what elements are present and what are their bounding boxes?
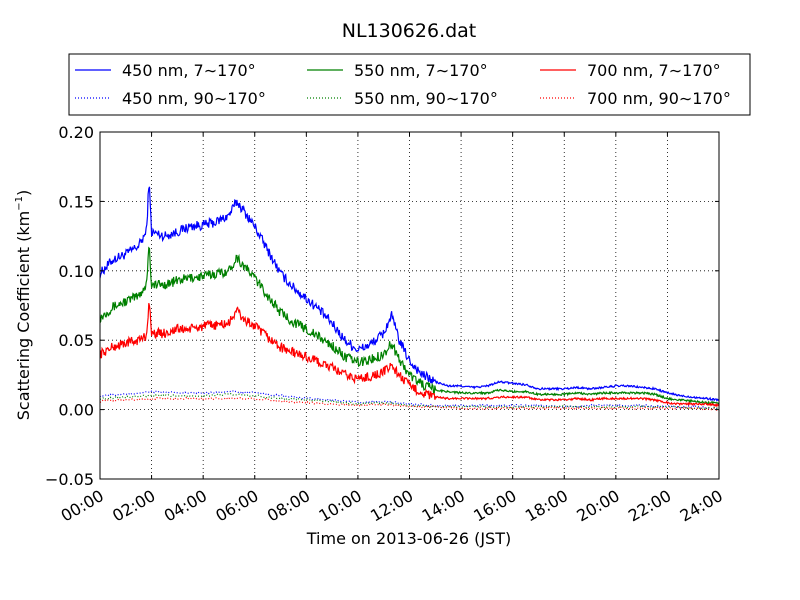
y-tick-label: 0.05 — [58, 331, 94, 350]
x-tick-label: 06:00 — [212, 486, 261, 526]
legend-label: 700 nm, 7∼170° — [587, 61, 721, 80]
y-axis-label-text: Scattering Coefficient (km — [14, 211, 33, 421]
legend-label: 700 nm, 90∼170° — [587, 89, 731, 108]
y-tick-label: 0.00 — [58, 401, 94, 420]
series-line — [100, 390, 719, 410]
x-tick-label: 10:00 — [315, 486, 364, 526]
x-tick-label: 02:00 — [109, 486, 158, 526]
x-tick-label: 24:00 — [677, 486, 726, 526]
plot-area: 00:00 02:00 04:00 06:00 08:00 10:00 12:00 14:00… — [45, 123, 726, 526]
y-axis-label: Scattering Coefficient (km−1) — [14, 190, 33, 421]
x-axis-label: Time on 2013-06-26 (JST) — [306, 529, 511, 548]
series-line — [100, 186, 719, 402]
y-axis-label-close: ) — [14, 190, 33, 196]
y-tick-label: 0.10 — [58, 262, 94, 281]
legend-label: 550 nm, 90∼170° — [354, 89, 498, 108]
x-tick-label: 00:00 — [58, 486, 107, 526]
series-line — [100, 396, 719, 411]
plot-background — [100, 132, 719, 479]
x-tick-label: 14:00 — [419, 486, 468, 526]
x-tick-label: 20:00 — [573, 486, 622, 526]
x-tick-label: 04:00 — [161, 486, 210, 526]
y-tick-label: −0.05 — [45, 470, 94, 489]
legend: 450 nm, 7∼170° 550 nm, 7∼170° 700 nm, 7∼17… — [68, 53, 751, 116]
series-lines — [100, 186, 719, 411]
series-line — [100, 302, 719, 408]
x-tick-label: 22:00 — [625, 486, 674, 526]
legend-label: 450 nm, 7∼170° — [122, 61, 256, 80]
x-tick-label: 08:00 — [264, 486, 313, 526]
y-axis-label-sup: −1 — [14, 196, 25, 211]
legend-box — [68, 53, 751, 116]
x-tick-label: 16:00 — [470, 486, 519, 526]
series-line — [100, 246, 719, 405]
series-line — [100, 392, 719, 411]
chart-title: NL130626.dat — [342, 20, 477, 42]
x-tick-label: 18:00 — [522, 486, 571, 526]
legend-label: 450 nm, 90∼170° — [122, 89, 266, 108]
legend-label: 550 nm, 7∼170° — [354, 61, 488, 80]
x-tick-label: 12:00 — [367, 486, 416, 526]
y-tick-label: 0.20 — [58, 123, 94, 142]
y-tick-label: 0.15 — [58, 192, 94, 211]
